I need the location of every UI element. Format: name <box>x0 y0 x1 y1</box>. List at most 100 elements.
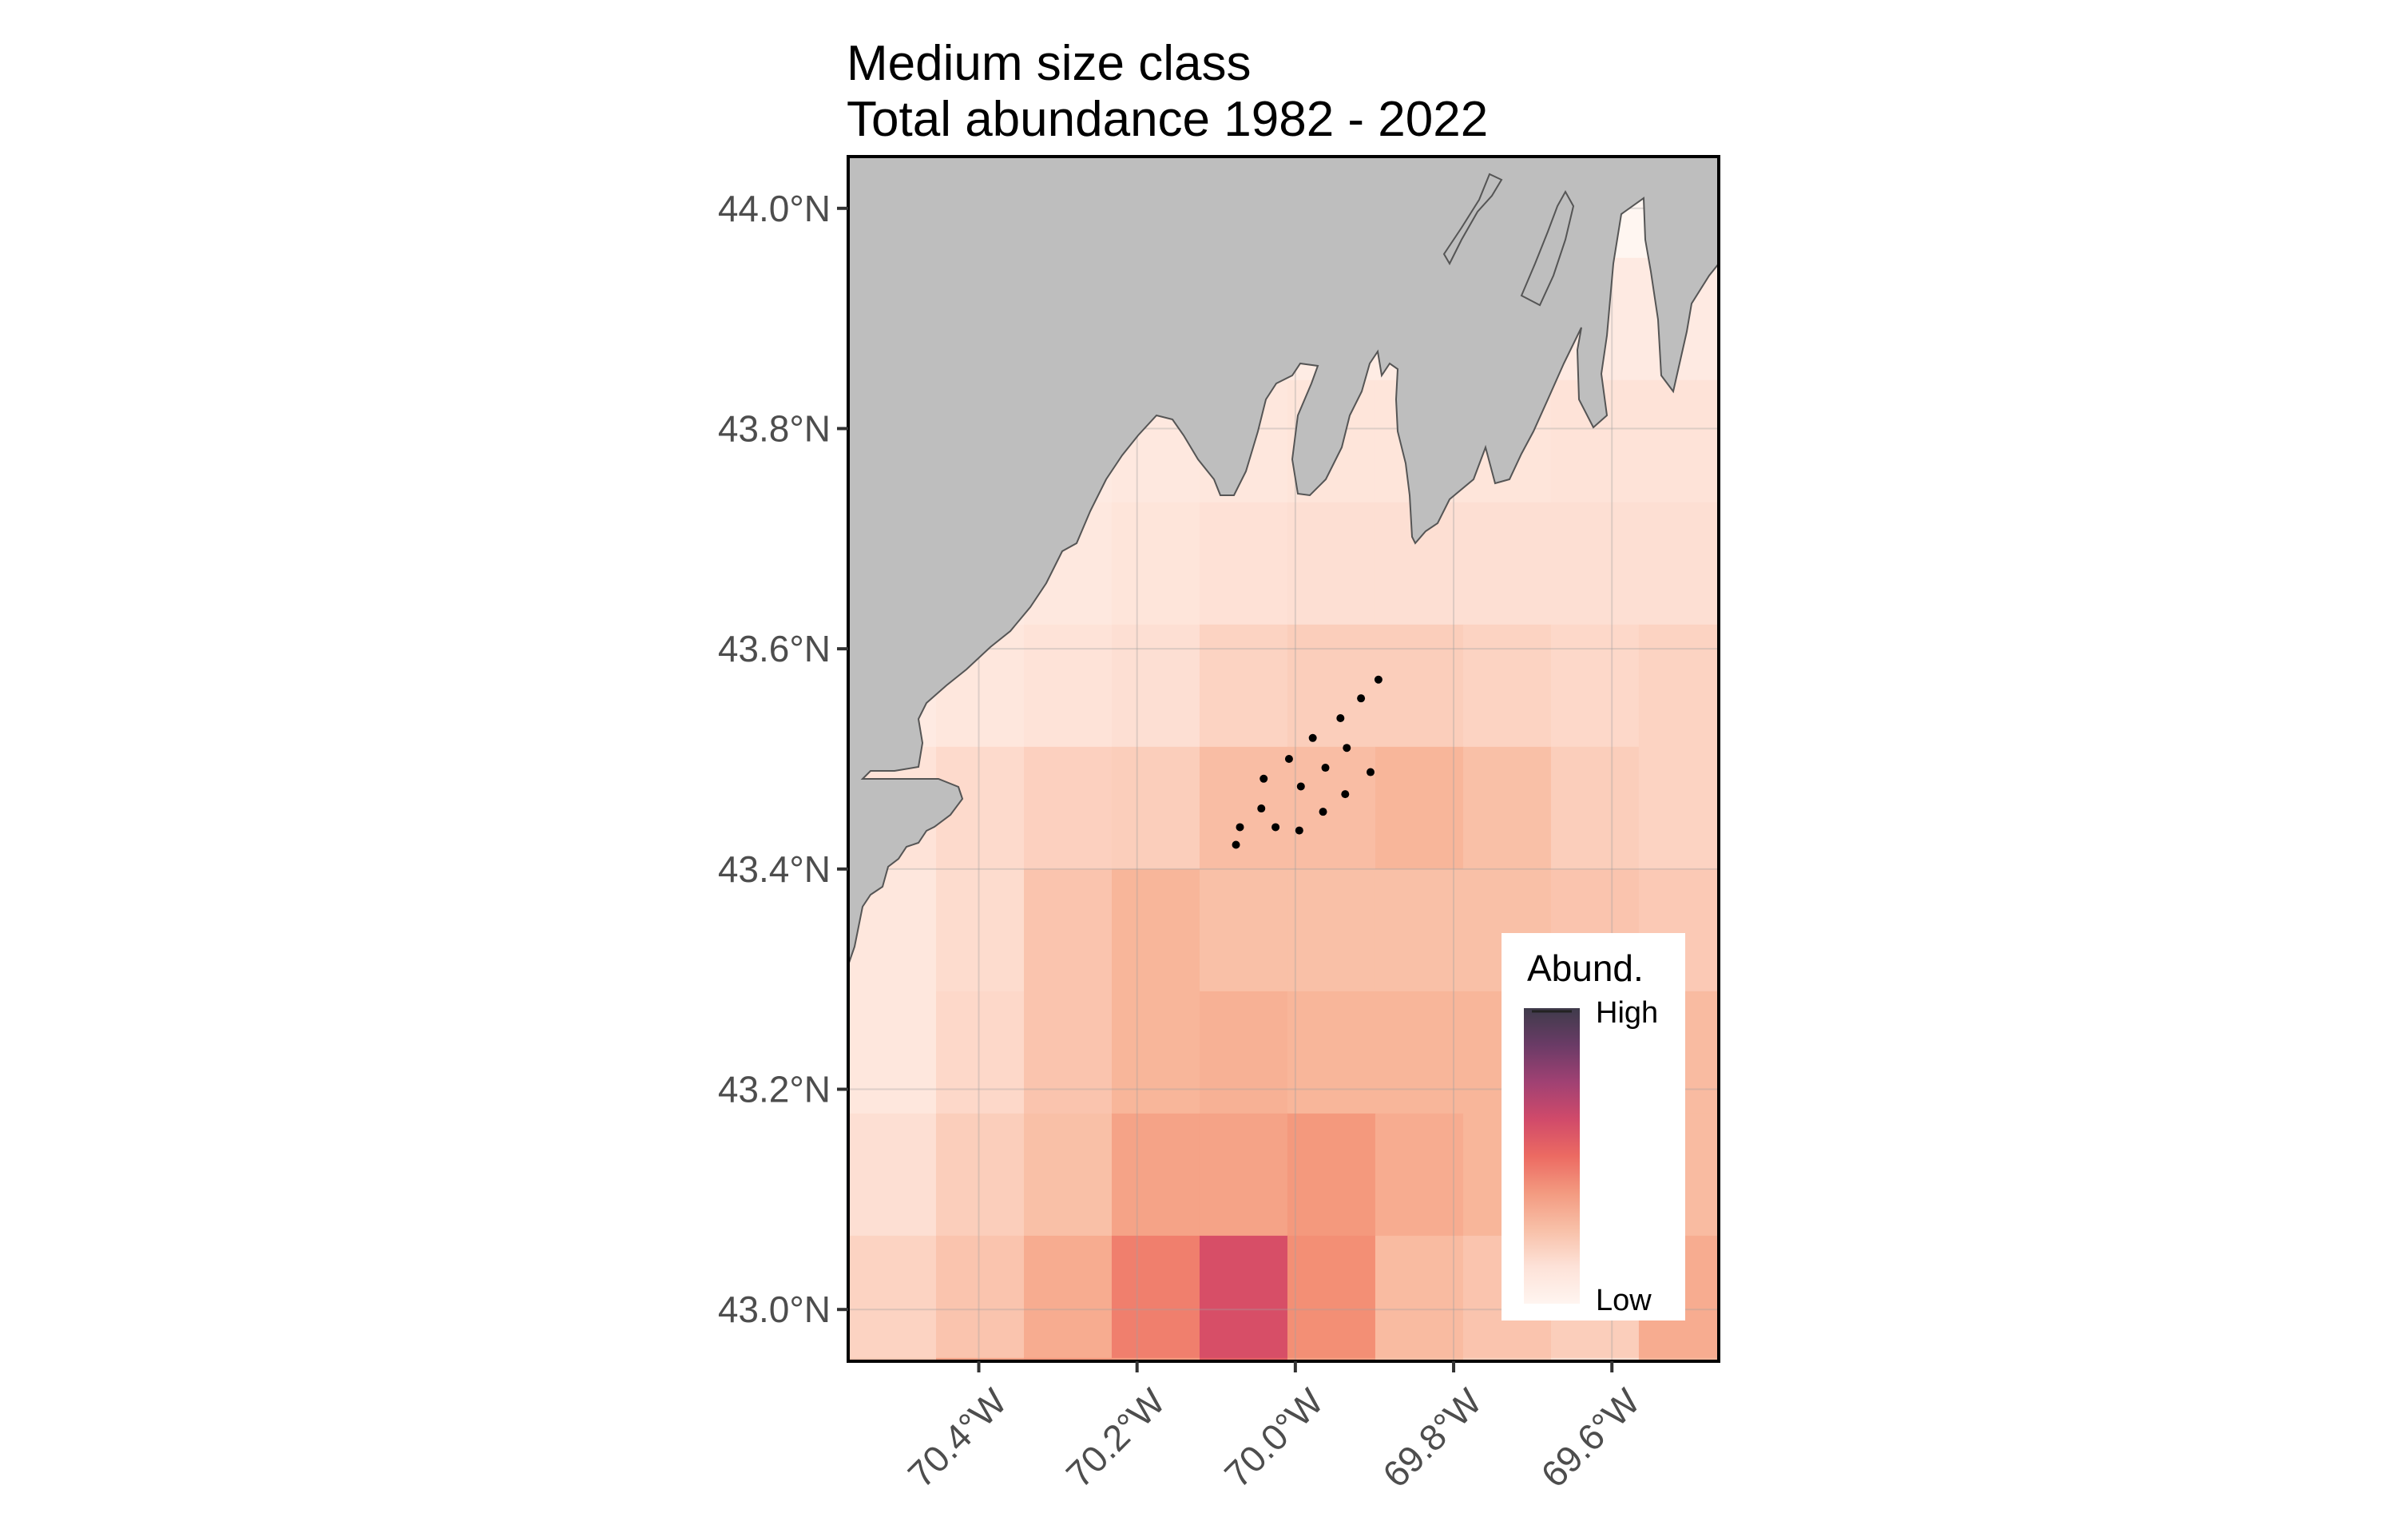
sample-points <box>1232 675 1383 849</box>
grid-cell <box>1023 868 1113 992</box>
grid-cell <box>1375 746 1464 870</box>
legend-low-label: Low <box>1596 1284 1652 1317</box>
sample-point <box>1341 790 1350 799</box>
sample-point <box>1343 744 1351 753</box>
title-line-1: Medium size class <box>847 36 1251 91</box>
panel-border <box>847 155 1720 1363</box>
grid-cell <box>935 991 1025 1114</box>
legend-title: Abund. <box>1527 947 1644 989</box>
sample-point <box>1236 823 1244 832</box>
grid-cell <box>1199 624 1288 748</box>
grid-cell <box>1638 746 1719 870</box>
grid-cell <box>1111 746 1200 870</box>
grid-cell <box>1375 1235 1464 1359</box>
grid-cell <box>935 868 1025 992</box>
grid-cell <box>1287 624 1376 748</box>
grid-cell <box>1375 1113 1464 1237</box>
grid-cell <box>1287 1113 1376 1237</box>
grid-cell <box>1199 1113 1288 1237</box>
grid-cell <box>1375 991 1464 1114</box>
grid-cell <box>1111 1113 1200 1237</box>
grid-cell <box>1638 624 1719 748</box>
grid-cell <box>1550 746 1640 870</box>
grid-cell <box>1287 991 1376 1114</box>
lat-tick-label: 43.8°N <box>718 407 831 449</box>
grid-cell <box>935 1113 1025 1237</box>
grid-cell <box>848 1235 937 1359</box>
title-line-2: Total abundance 1982 - 2022 <box>847 92 1488 147</box>
sample-point <box>1374 675 1383 684</box>
grid-cell <box>848 991 937 1114</box>
grid-cell <box>1462 746 1552 870</box>
sample-point <box>1260 774 1268 783</box>
grid-cell <box>1023 1357 1113 1361</box>
grid-cell <box>1111 991 1200 1114</box>
grid-cell <box>1023 1235 1113 1359</box>
sample-point <box>1308 733 1317 742</box>
grid-cell <box>935 1235 1025 1359</box>
grid-cell <box>848 1113 937 1237</box>
grid-cell <box>1199 746 1288 870</box>
sample-point <box>1357 694 1366 703</box>
grid-cell <box>1462 1357 1552 1361</box>
grid-cell <box>1287 746 1376 870</box>
grid-cell <box>1462 502 1552 625</box>
lon-tick-label: 70.4°W <box>900 1380 1015 1495</box>
lon-tick-label: 70.2°W <box>1058 1380 1173 1495</box>
lon-tick-label: 70.0°W <box>1216 1380 1331 1495</box>
sample-point <box>1284 755 1293 763</box>
grid-cell <box>1111 1357 1200 1361</box>
grid-cell <box>1199 991 1288 1114</box>
lat-tick-label: 43.2°N <box>718 1069 831 1110</box>
land-mass <box>848 157 1719 966</box>
sample-point <box>1257 804 1266 813</box>
grid-cell <box>1375 624 1464 748</box>
lat-tick-label: 43.4°N <box>718 848 831 890</box>
sample-point <box>1336 713 1345 722</box>
grid-cell <box>1111 624 1200 748</box>
grid-cell <box>1287 868 1376 992</box>
grid-cell <box>1638 1357 1719 1361</box>
land-island-peninsula <box>1442 173 1503 266</box>
grid-cell <box>1287 502 1376 625</box>
grid-cell <box>1550 502 1640 625</box>
sample-point <box>1367 768 1375 776</box>
grid-cell <box>1375 1357 1464 1361</box>
sample-point <box>1321 764 1330 772</box>
latitude-axis: 44.0°N 43.8°N 43.6°N 43.4°N 43.2°N 43.0°N <box>718 188 848 1330</box>
grid-cell <box>1287 1235 1376 1359</box>
grid-cell <box>1199 502 1288 625</box>
legend-colorbar <box>1524 1008 1580 1304</box>
sample-point <box>1271 823 1280 832</box>
grid-cell <box>1550 1357 1640 1361</box>
grid-cell <box>1638 502 1719 625</box>
longitude-axis: 70.4°W 70.2°W 70.0°W 69.8°W 69.6°W <box>900 1361 1648 1495</box>
grid-cell <box>1023 1113 1113 1237</box>
grid-cell <box>848 1357 937 1361</box>
grid-cell <box>1023 991 1113 1114</box>
sample-point <box>1295 826 1303 835</box>
lat-tick-label: 43.6°N <box>718 628 831 669</box>
grid-cell <box>1199 1357 1288 1361</box>
legend-high-label: High <box>1596 996 1658 1030</box>
sample-point <box>1296 782 1305 791</box>
grid-cell <box>1111 1235 1200 1359</box>
lon-tick-label: 69.6°W <box>1533 1380 1648 1495</box>
lat-tick-label: 44.0°N <box>718 188 831 229</box>
grid-cell <box>1638 379 1719 503</box>
grid-cell <box>1199 1235 1288 1359</box>
grid-cell <box>1111 502 1200 625</box>
lat-tick-label: 43.0°N <box>718 1289 831 1330</box>
grid-cell <box>1287 1357 1376 1361</box>
grid-cell <box>1023 624 1113 748</box>
grid-cell <box>1199 868 1288 992</box>
grid-cell <box>1462 624 1552 748</box>
legend: Abund. High Low <box>1502 933 1685 1320</box>
sample-point <box>1319 808 1327 816</box>
grid-cell <box>935 1357 1025 1361</box>
sample-point <box>1232 840 1240 849</box>
grid-cell <box>1550 624 1640 748</box>
land-peninsula-east <box>1520 189 1575 307</box>
grid-cell <box>1023 746 1113 870</box>
